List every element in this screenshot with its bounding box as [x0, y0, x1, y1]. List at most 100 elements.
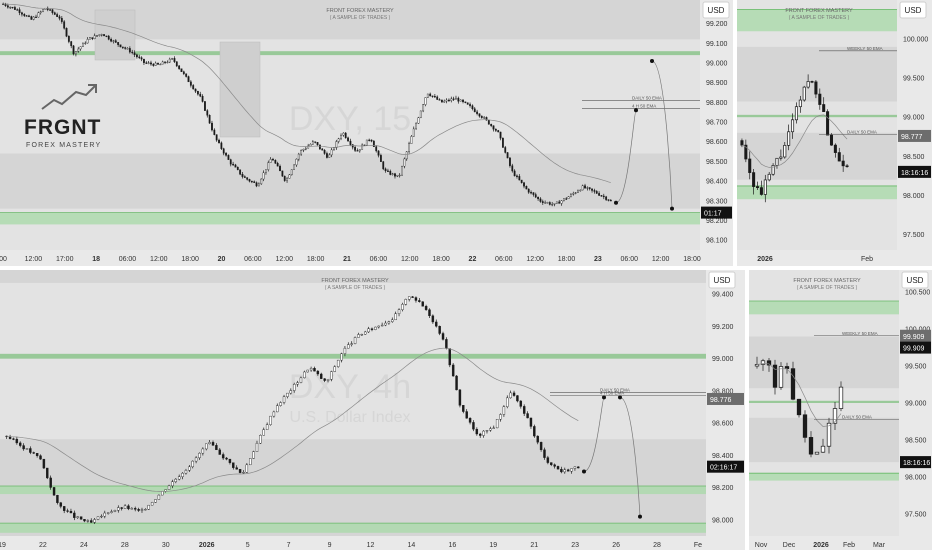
y-tick-label: 99.100 [706, 41, 728, 48]
candle-body [468, 418, 472, 423]
candle-body [401, 304, 404, 310]
candle [187, 75, 190, 83]
candle [387, 168, 389, 172]
candle-body [436, 96, 439, 100]
candle [548, 201, 551, 206]
candle-body [316, 142, 319, 146]
candle [260, 178, 263, 185]
candle-body [208, 115, 211, 124]
candle-body [438, 99, 441, 101]
candle-body [543, 449, 546, 458]
candle [544, 200, 547, 204]
candle [441, 331, 445, 341]
candle-body [555, 201, 558, 204]
candle [837, 147, 841, 162]
candle-body [70, 41, 73, 47]
candle [756, 181, 760, 190]
candle-body [502, 138, 504, 148]
candle-body [760, 360, 766, 365]
candle [272, 157, 274, 161]
candle [269, 415, 272, 426]
candle [86, 519, 90, 523]
candle [462, 405, 465, 414]
candle [826, 109, 830, 136]
candle-body [222, 148, 225, 154]
candlestick-chart-4h[interactable]: DXY, 4h U.S. Dollar Index FRONT FOREX MAST… [0, 270, 745, 550]
chart-panel-daily-top[interactable]: FRONT FOREX MASTERY( A SAMPLE OF TRADES … [737, 0, 932, 266]
candle-body [220, 142, 223, 149]
candle-body [167, 485, 171, 490]
candle [572, 191, 575, 196]
x-tick-label: 18:00 [181, 256, 199, 263]
candle-body [794, 106, 798, 121]
candle [127, 504, 130, 511]
candle [516, 395, 519, 403]
price-scale [700, 0, 733, 266]
candle [69, 508, 73, 514]
candle-body [424, 97, 427, 105]
candle-body [123, 505, 127, 509]
x-tick-label: 06:00 [119, 256, 137, 263]
candlestick-chart-weekly[interactable]: FRONT FOREX MASTERY( A SAMPLE OF TRADES … [749, 270, 932, 550]
candle [89, 37, 91, 40]
candle [563, 198, 565, 202]
candle-body [154, 62, 157, 66]
candle-body [551, 204, 554, 206]
chart-panel-4h[interactable]: DXY, 4h U.S. Dollar Index FRONT FOREX MAST… [0, 270, 745, 550]
candlestick-chart-15m[interactable]: DXY, 15 FRONT FOREX MASTERY( A SAMPLE OF … [0, 0, 733, 266]
rising-arrow-icon [41, 84, 97, 110]
candle-body [818, 93, 822, 105]
candle [340, 352, 343, 363]
candle-body [120, 507, 123, 509]
candle-body [333, 366, 336, 372]
candle [546, 455, 550, 465]
candle [778, 362, 784, 390]
candle [468, 417, 472, 425]
candle-body [106, 512, 110, 514]
candle-body [218, 449, 221, 455]
candle [478, 113, 481, 118]
candle [534, 192, 537, 199]
candle-body [19, 442, 22, 446]
candle-body [504, 147, 507, 153]
candle [518, 174, 521, 181]
x-tick-label: 18:00 [307, 256, 325, 263]
candle-body [370, 139, 373, 142]
candle-body [499, 131, 502, 139]
candle [570, 193, 572, 198]
candle-body [215, 445, 218, 451]
candle [391, 317, 394, 323]
candle-body [838, 386, 844, 409]
chart-panel-15m[interactable]: DXY, 15 FRONT FOREX MASTERY( A SAMPLE OF … [0, 0, 733, 266]
candle [180, 68, 183, 72]
candle [380, 322, 384, 327]
candle [252, 450, 255, 459]
candle [222, 147, 225, 156]
candle-body [367, 328, 370, 333]
candle-body [330, 149, 333, 156]
y-tick-label: 98.400 [706, 179, 728, 186]
candle [384, 320, 387, 327]
x-tick-label: 12:00 [25, 256, 43, 263]
candle [448, 98, 450, 103]
candlestick-chart-daily[interactable]: FRONT FOREX MASTERY( A SAMPLE OF TRADES … [737, 0, 932, 266]
price-label-bg [701, 206, 732, 219]
candle [25, 14, 28, 17]
candle [77, 46, 80, 53]
candle-body [529, 417, 533, 427]
candle [365, 139, 368, 146]
candle [16, 8, 19, 11]
candle [485, 430, 489, 434]
candle [397, 308, 401, 317]
candle-body [424, 306, 428, 310]
candle-body [73, 512, 76, 518]
chart-panel-weekly[interactable]: FRONT FOREX MASTERY( A SAMPLE OF TRADES … [749, 270, 932, 550]
candle [364, 330, 367, 335]
x-tick-label: 12:00 [150, 256, 168, 263]
candle [344, 131, 347, 139]
candle-body [759, 187, 763, 195]
candle-body [35, 16, 37, 18]
candle-body [457, 97, 460, 102]
supply-demand-zone [737, 132, 897, 180]
candle-body [232, 163, 234, 166]
